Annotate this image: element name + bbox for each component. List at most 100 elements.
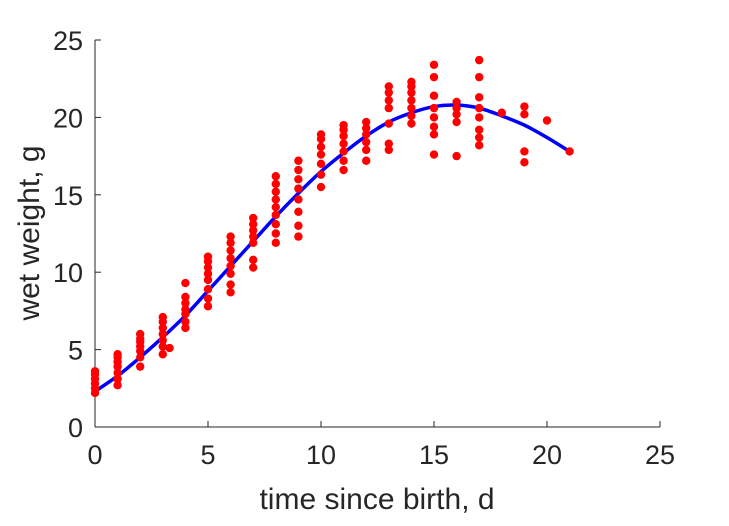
data-point [158,329,167,339]
data-point [407,88,416,97]
data-point [136,329,145,339]
data-point [271,210,280,220]
data-point [181,298,190,308]
data-point [294,221,303,230]
data-point [429,113,439,122]
data-point [181,317,190,326]
data-point [226,246,235,255]
data-point [249,238,258,247]
data-point [429,150,439,159]
data-point [452,103,461,113]
data-point [520,147,529,156]
x-tick-label: 5 [200,440,215,470]
data-point [339,139,348,148]
data-point [429,122,439,131]
data-point [339,156,348,165]
data-point [203,275,213,285]
data-point [339,131,348,141]
fit-curve-group [94,103,571,393]
data-point [271,179,280,189]
data-point [226,269,235,278]
data-point [203,269,213,278]
data-point [362,130,371,139]
data-point [542,116,552,125]
data-point [429,130,439,139]
data-point [203,263,213,272]
data-point [384,145,393,155]
data-point [339,120,348,130]
data-point [475,55,484,65]
data-point [249,220,258,229]
data-point [407,103,416,113]
data-point [429,72,439,82]
data-point [136,362,145,371]
data-point [294,184,303,193]
data-point [429,103,439,113]
data-point [407,111,416,121]
data-point [165,343,174,353]
data-point [226,288,235,297]
data-point [271,187,280,196]
data-point [429,91,439,100]
data-point [226,232,235,241]
data-point [226,280,235,289]
data-point [316,150,326,159]
data-point [475,141,484,150]
data-point [384,82,393,91]
y-tick-label: 25 [53,26,83,56]
x-tick-label: 25 [645,440,675,470]
data-point [339,165,348,175]
y-tick-label: 10 [53,258,83,288]
y-tick-label: 20 [53,103,83,133]
data-point [294,175,303,184]
data-point [249,232,258,241]
data-point [181,292,190,302]
data-point [249,263,258,272]
data-point [384,139,393,148]
data-point [384,119,393,128]
data-point [136,353,145,362]
data-point [384,96,393,105]
data-point [271,195,280,204]
x-tick-label: 15 [419,440,449,470]
data-point [475,125,484,134]
data-point [339,147,348,156]
data-point [452,110,461,119]
data-point [158,323,167,333]
data-point [316,182,326,192]
data-point [407,96,416,105]
data-point [294,156,303,165]
data-point [475,133,484,142]
data-point [452,117,461,127]
data-point [520,158,529,167]
data-point [294,195,303,204]
y-tick-label: 5 [68,336,83,366]
data-point [158,312,167,322]
data-point [271,229,280,238]
data-point [203,285,213,294]
data-point [362,117,371,127]
x-tick-label: 0 [87,440,102,470]
data-point [113,368,122,378]
data-point [203,252,213,261]
x-tick-label: 20 [532,440,562,470]
x-axis-label: time since birth, d [259,483,494,516]
data-point [158,336,167,345]
y-axis-label: wet weight, g [13,145,46,321]
data-point [271,172,280,181]
data-point [565,147,574,156]
data-point [181,323,190,333]
data-point [497,108,506,117]
y-tick-label: 0 [68,413,83,443]
x-tick-label: 10 [306,440,336,470]
data-point [362,156,371,165]
data-point [475,93,484,102]
data-point [181,278,190,288]
data-point [113,374,122,384]
data-point [475,113,484,122]
data-point [113,350,122,359]
data-point [475,103,484,113]
data-point [226,261,235,271]
data-point [316,170,326,179]
